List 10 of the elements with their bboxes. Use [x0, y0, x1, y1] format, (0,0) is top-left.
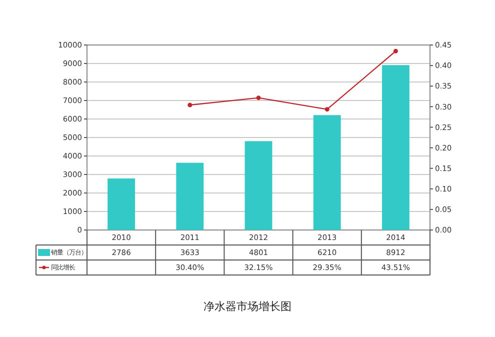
point: [188, 102, 192, 108]
bar: [382, 65, 410, 230]
point: [324, 107, 330, 112]
point: [393, 48, 398, 54]
bar: [176, 162, 204, 230]
bar: [108, 178, 136, 230]
text: 净水器市场增长图: [204, 300, 292, 313]
bar: [313, 115, 341, 230]
point: [256, 96, 261, 100]
bar: [244, 141, 272, 230]
